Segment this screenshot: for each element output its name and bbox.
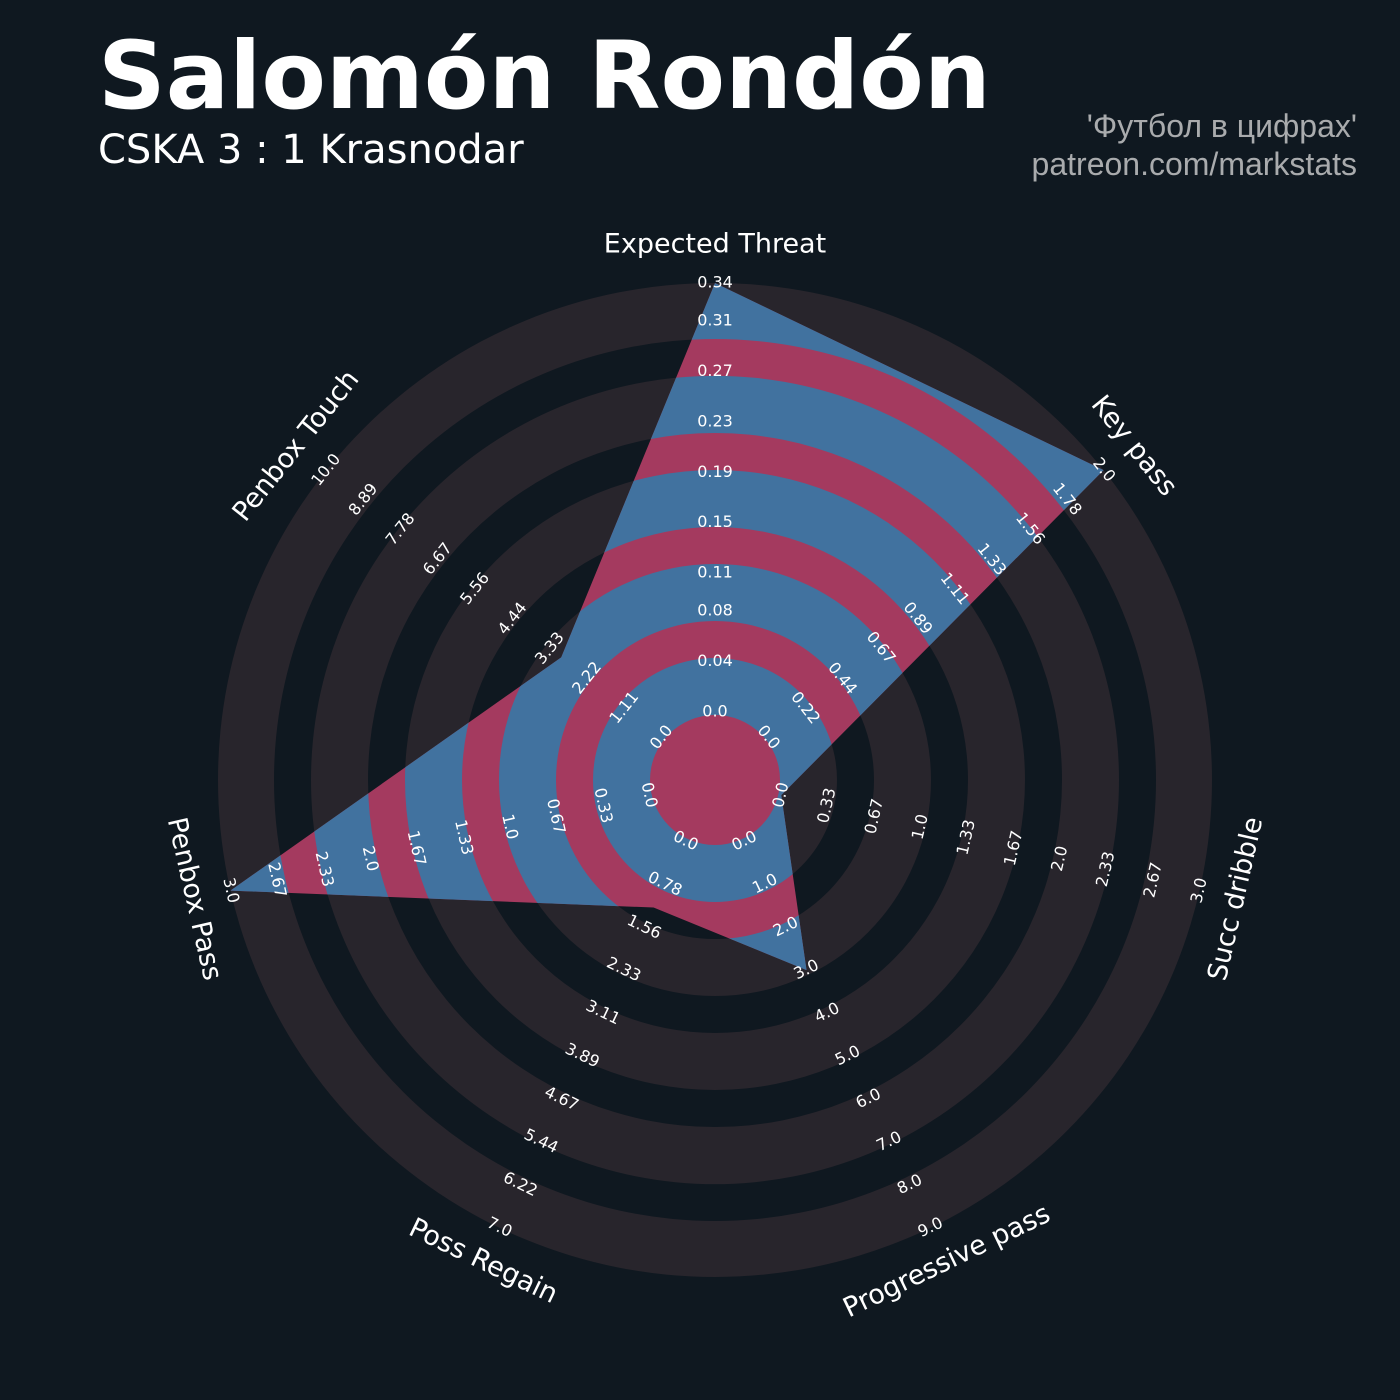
- fill-band: [593, 658, 837, 902]
- chart-title: Salomón Rondón: [98, 22, 991, 131]
- tick-label: 0.34: [697, 273, 733, 292]
- credit: 'Футбол в цифрах': [1087, 108, 1357, 144]
- tick-label: 0.04: [697, 651, 733, 670]
- tick-label: 0.08: [697, 601, 733, 620]
- tick-label: 0.15: [697, 512, 733, 531]
- tick-label: 0.11: [697, 563, 733, 582]
- credit: patreon.com/markstats: [1032, 146, 1357, 182]
- axis-label: Expected Threat: [604, 229, 826, 260]
- tick-label: 0.0: [702, 702, 727, 721]
- tick-label: 0.27: [697, 361, 733, 380]
- tick-label: 0.31: [697, 310, 733, 329]
- tick-label: 0.23: [697, 411, 733, 430]
- tick-label: 0.19: [697, 462, 733, 481]
- chart-subtitle: CSKA 3 : 1 Krasnodar: [98, 127, 524, 173]
